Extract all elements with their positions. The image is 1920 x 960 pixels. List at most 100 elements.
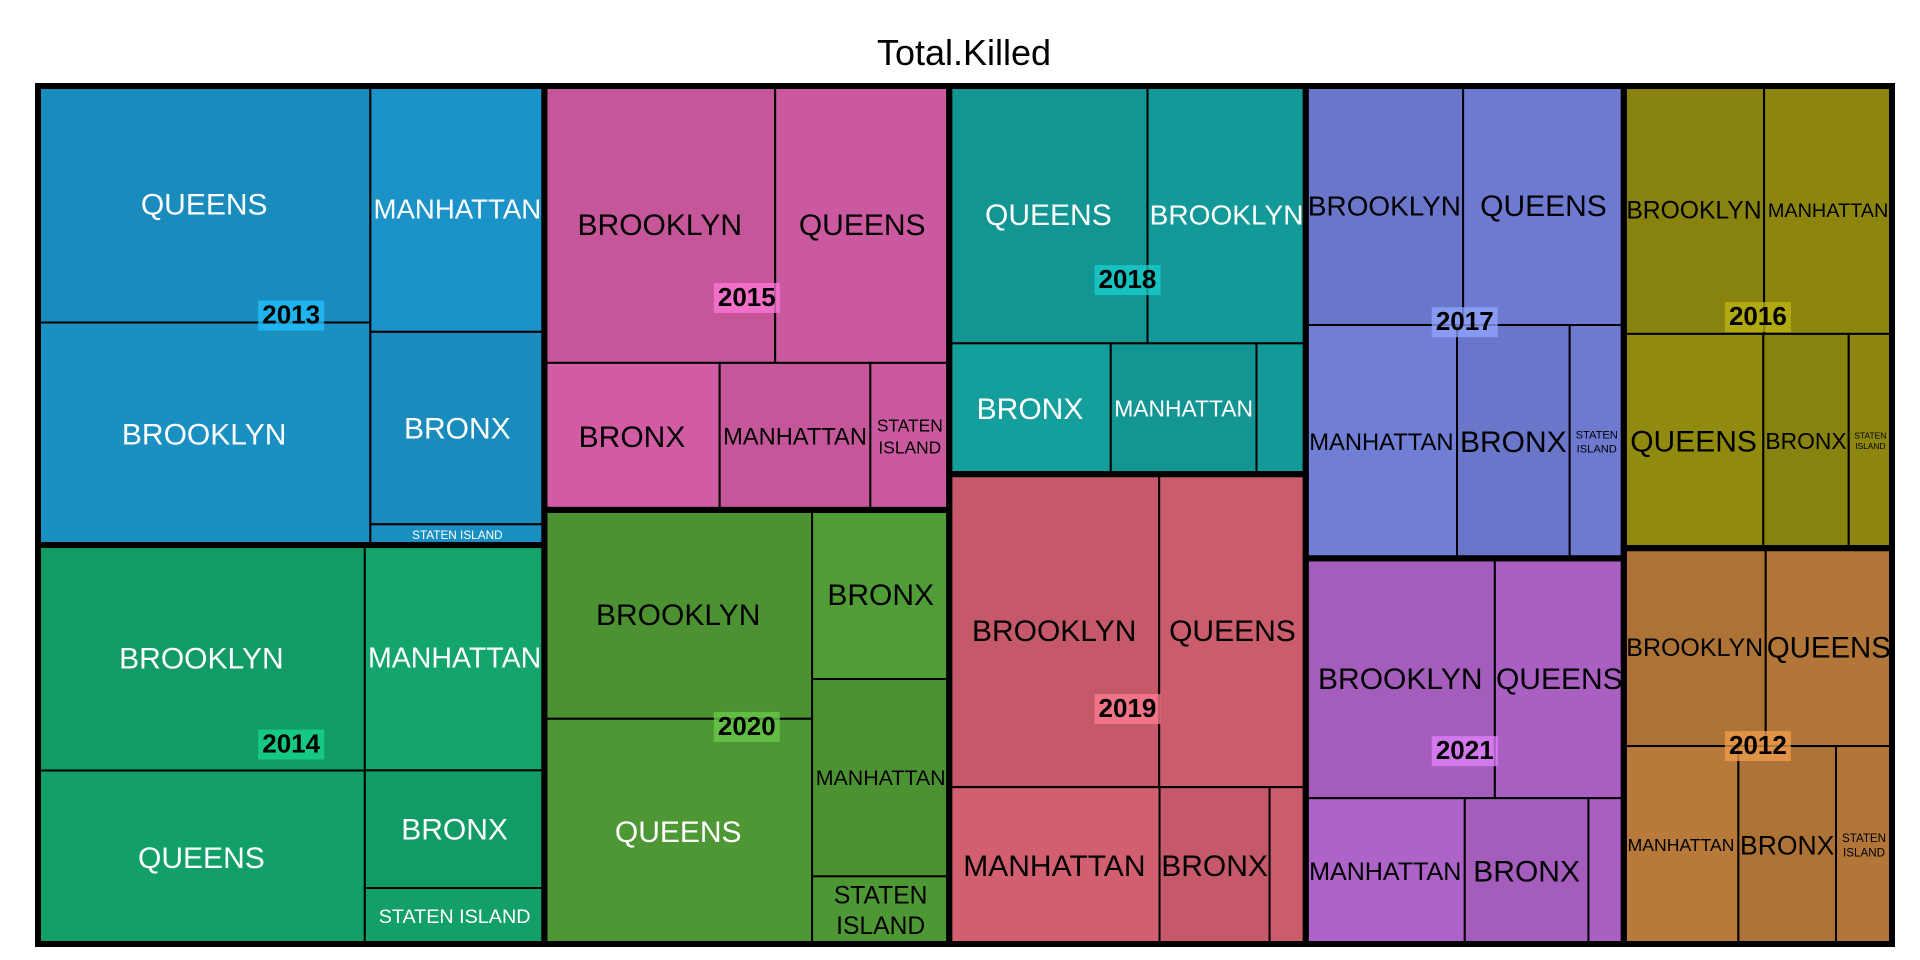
cell-label: BROOKLYN (1308, 190, 1461, 221)
cell-label: BRONX (401, 814, 508, 847)
treemap-cell-2021-queens (1493, 557, 1625, 800)
treemap-cell-2019-queens (1158, 473, 1307, 789)
cell-label: BRONX (977, 393, 1084, 426)
cell-label: BROOKLYN (596, 599, 761, 632)
treemap-cell-2019-manhattan (948, 786, 1161, 945)
cell-label: STATEN ISLAND (1854, 431, 1886, 452)
cell-label: MANHATTAN (368, 643, 541, 675)
group-label-2020: 2020 (718, 711, 776, 741)
cell-label: BROOKLYN (972, 615, 1137, 648)
treemap-cell-2013-queens (37, 85, 372, 324)
treemap-cell-2017-bronx (1456, 324, 1571, 560)
treemap-cell-2015-bronx (543, 361, 721, 511)
treemap-cell-2018-brooklyn (1146, 85, 1307, 345)
group-label-2019: 2019 (1099, 693, 1157, 723)
treemap-cell-2020-brooklyn (543, 508, 814, 720)
cell-label: BROOKLYN (1626, 198, 1761, 225)
group-labels: 2013 2014 2015 2020 2018 2019 2017 2021 2016 2012 (258, 264, 1791, 767)
treemap-cell-2020-queens (543, 717, 814, 945)
chart-frame (35, 83, 1895, 947)
group-label-bg (258, 729, 325, 760)
group-label-bg (713, 282, 780, 313)
cell-label: QUEENS (1767, 631, 1891, 664)
group-label-bg (1724, 731, 1791, 762)
treemap-cell-2020-bronx (811, 508, 951, 681)
cell-label: MANHATTAN (723, 425, 867, 451)
cell-label: STATEN ISLAND (1576, 430, 1618, 456)
cell-label: QUEENS (1496, 663, 1623, 696)
group-label-2016: 2016 (1729, 301, 1787, 331)
treemap-cell-2016-queens (1622, 332, 1765, 550)
cell-label: BRONX (404, 413, 511, 446)
chart-title: Total.Killed (877, 32, 1051, 73)
cell-label: MANHATTAN (816, 766, 946, 790)
group-label-2015: 2015 (718, 282, 776, 312)
cell-label: MANHATTAN (1309, 858, 1461, 886)
cell-label: BROOKLYN (578, 209, 743, 242)
cell-label: BRONX (1460, 426, 1567, 459)
treemap-cell-2017-staten-island (1568, 324, 1625, 560)
treemap-cell-2019-bronx (1158, 786, 1271, 945)
group-borders (35, 83, 1896, 947)
group-label-2017: 2017 (1436, 306, 1494, 336)
cell-label: STATEN ISLAND (877, 416, 943, 458)
group-label-bg (1724, 302, 1791, 333)
cell-label: MANHATTAN (1628, 835, 1735, 855)
cell-label: BROOKLYN (1150, 199, 1304, 230)
cell-label: QUEENS (985, 199, 1112, 232)
cell-label: QUEENS (1630, 426, 1757, 459)
treemap-cell-2021-other (1587, 797, 1625, 945)
cell-label: MANHATTAN (1309, 429, 1453, 456)
group-label-2014: 2014 (262, 729, 320, 759)
cell-label: MANHATTAN (963, 850, 1145, 883)
group-label-bg (1431, 736, 1498, 767)
cell-label: BRONX (1765, 428, 1846, 454)
treemap-cell-2013-bronx (369, 330, 546, 526)
group-label-2012: 2012 (1729, 730, 1787, 760)
group-label-2018: 2018 (1099, 264, 1157, 294)
treemap-cell-2021-bronx (1463, 797, 1590, 945)
cell-label: BRONX (1740, 830, 1835, 860)
cell-label: MANHATTAN (1114, 396, 1253, 422)
cell-label: STATEN ISLAND (834, 882, 928, 940)
cell-label: QUEENS (615, 816, 742, 849)
cell-label: BRONX (579, 421, 686, 454)
treemap-cell-2014-manhattan (363, 544, 546, 772)
treemap-cell-2014-staten-island (363, 887, 546, 946)
treemap-cell-2020-staten-island (811, 875, 951, 945)
cell-label: BRONX (1473, 856, 1580, 889)
treemap-cell-2021-manhattan (1304, 797, 1466, 945)
treemap-cell-2015-manhattan (718, 361, 872, 511)
cell-label: QUEENS (141, 189, 268, 222)
cell-label: STATEN ISLAND (1842, 832, 1886, 860)
treemap-cell-2019-other (1268, 786, 1307, 945)
group-label-2021: 2021 (1436, 735, 1494, 765)
treemap-cell-2020-manhattan (811, 678, 951, 878)
cell-label: BROOKLYN (1626, 634, 1763, 662)
cell-label: QUEENS (138, 842, 265, 875)
treemap-cell-2015-staten-island (869, 361, 951, 511)
treemap-cell-2013-brooklyn (37, 321, 372, 547)
treemap-cell-2018-other (1255, 342, 1307, 476)
cell-label: BROOKLYN (119, 642, 284, 675)
group-label-bg (258, 300, 325, 331)
group-label-2013: 2013 (262, 300, 320, 330)
cell-label: STATEN ISLAND (379, 906, 531, 928)
treemap-cell-2012-staten-island (1835, 745, 1894, 945)
cell-label: QUEENS (1169, 615, 1296, 648)
cell-label: STATEN ISLAND (412, 529, 502, 542)
cell-label: BROOKLYN (1318, 663, 1483, 696)
cell-label: MANHATTAN (374, 194, 542, 225)
cell-label: BRONX (827, 579, 934, 612)
treemap-cell-2014-bronx (363, 769, 546, 890)
group-label-bg (1094, 265, 1161, 296)
cell-label: QUEENS (1480, 190, 1607, 223)
group-label-bg (1094, 694, 1161, 725)
cell-label: MANHATTAN (1768, 200, 1888, 222)
cell-label: QUEENS (799, 209, 926, 242)
treemap-cell-2018-manhattan (1109, 342, 1258, 476)
group-label-bg (713, 711, 780, 742)
group-label-bg (1431, 307, 1498, 338)
